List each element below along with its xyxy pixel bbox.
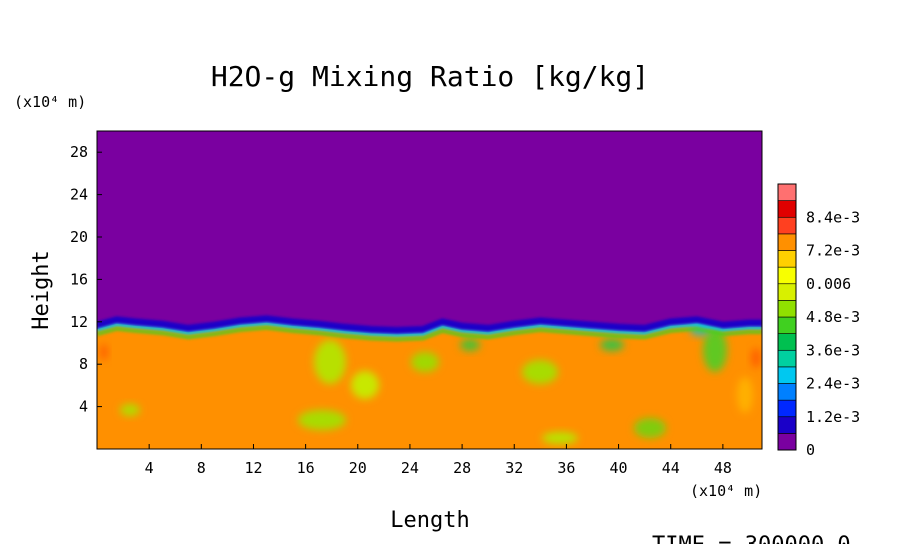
moisture-patch bbox=[634, 418, 666, 438]
y-axis-ticks: 4 8 12 16 20 24 28 bbox=[70, 143, 102, 416]
x-tick-label: 40 bbox=[610, 459, 628, 477]
colorbar-swatch bbox=[777, 283, 797, 301]
colorbar-swatch bbox=[777, 333, 797, 351]
colorbar-swatch bbox=[777, 250, 797, 268]
y-axis-label: Height bbox=[29, 250, 54, 329]
time-label: TIME = 300000.0 bbox=[652, 533, 851, 544]
colorbar-tick-label: 2.4e-3 bbox=[806, 375, 860, 393]
x-tick-label: 8 bbox=[197, 459, 206, 477]
x-axis-label: Length bbox=[390, 508, 469, 533]
interface-band-green bbox=[97, 325, 762, 342]
colorbar-swatch bbox=[777, 416, 797, 434]
moisture-patch bbox=[703, 328, 727, 372]
y-tick-label: 4 bbox=[79, 398, 88, 416]
x-tick-label: 44 bbox=[662, 459, 680, 477]
x-tick-label: 36 bbox=[557, 459, 575, 477]
colorbar-tick-label: 0.006 bbox=[806, 275, 851, 293]
moisture-patch bbox=[737, 377, 753, 413]
chart-title: H2O-g Mixing Ratio [kg/kg] bbox=[211, 60, 649, 93]
colorbar-tick-label: 1.2e-3 bbox=[806, 408, 860, 426]
x-tick-label: 24 bbox=[401, 459, 419, 477]
moist-layer-field bbox=[97, 322, 762, 449]
colorbar-swatch bbox=[777, 200, 797, 218]
moisture-patch bbox=[522, 360, 558, 384]
moisture-patch bbox=[351, 371, 379, 399]
moisture-patch bbox=[314, 340, 346, 384]
y-tick-label: 28 bbox=[70, 143, 88, 161]
interface-band-cyan bbox=[97, 322, 762, 338]
colorbar-tick-label: 8.4e-3 bbox=[806, 208, 860, 226]
plot-area bbox=[97, 131, 762, 449]
colorbar-tick-label: 7.2e-3 bbox=[806, 242, 860, 260]
colorbar-swatch bbox=[777, 183, 797, 201]
moisture-patch bbox=[751, 348, 761, 368]
x-axis-ticks: 4 8 12 16 20 24 28 32 36 40 44 48 bbox=[145, 444, 732, 477]
y-tick-label: 12 bbox=[70, 313, 88, 331]
y-tick-label: 8 bbox=[79, 355, 88, 373]
moisture-patch bbox=[600, 339, 624, 351]
colorbar-tick-label: 4.8e-3 bbox=[806, 308, 860, 326]
x-tick-label: 28 bbox=[453, 459, 471, 477]
colorbar-swatch bbox=[777, 216, 797, 235]
interface-band-dark bbox=[97, 315, 762, 335]
x-tick-label: 12 bbox=[244, 459, 262, 477]
plot-frame bbox=[96, 130, 763, 450]
colorbar-swatch bbox=[777, 399, 797, 418]
moisture-patch bbox=[100, 344, 108, 360]
moisture-patch bbox=[411, 352, 439, 372]
x-tick-label: 16 bbox=[297, 459, 315, 477]
colorbar: 8.4e-3 7.2e-3 0.006 4.8e-3 3.6e-3 2.4e-3 1.2e-… bbox=[777, 183, 860, 459]
x-tick-label: 32 bbox=[505, 459, 523, 477]
colorbar-swatch bbox=[777, 349, 797, 368]
x-tick-label: 20 bbox=[349, 459, 367, 477]
colorbar-swatch bbox=[777, 366, 797, 384]
y-tick-label: 24 bbox=[70, 186, 88, 204]
colorbar-swatch bbox=[777, 233, 797, 251]
x-tick-label: 4 bbox=[145, 459, 154, 477]
x-axis-unit: (x10⁴ m) bbox=[690, 482, 762, 500]
colorbar-tick-label: 0 bbox=[806, 441, 815, 459]
moisture-patch bbox=[120, 404, 140, 416]
x-tick-label: 48 bbox=[714, 459, 732, 477]
y-axis-unit: (x10⁴ m) bbox=[14, 93, 86, 111]
colorbar-swatch bbox=[777, 266, 797, 285]
moisture-patch bbox=[542, 432, 578, 444]
moisture-patch bbox=[460, 339, 480, 351]
colorbar-frame bbox=[777, 183, 797, 451]
colorbar-swatch bbox=[777, 316, 797, 334]
moisture-patch bbox=[298, 410, 346, 430]
colorbar-swatch bbox=[777, 383, 797, 401]
moisture-patches bbox=[100, 324, 761, 444]
colorbar-swatch bbox=[777, 300, 797, 318]
y-tick-label: 16 bbox=[70, 270, 88, 288]
colorbar-tick-label: 3.6e-3 bbox=[806, 341, 860, 359]
colorbar-swatch bbox=[777, 433, 797, 451]
y-tick-label: 20 bbox=[70, 228, 88, 246]
